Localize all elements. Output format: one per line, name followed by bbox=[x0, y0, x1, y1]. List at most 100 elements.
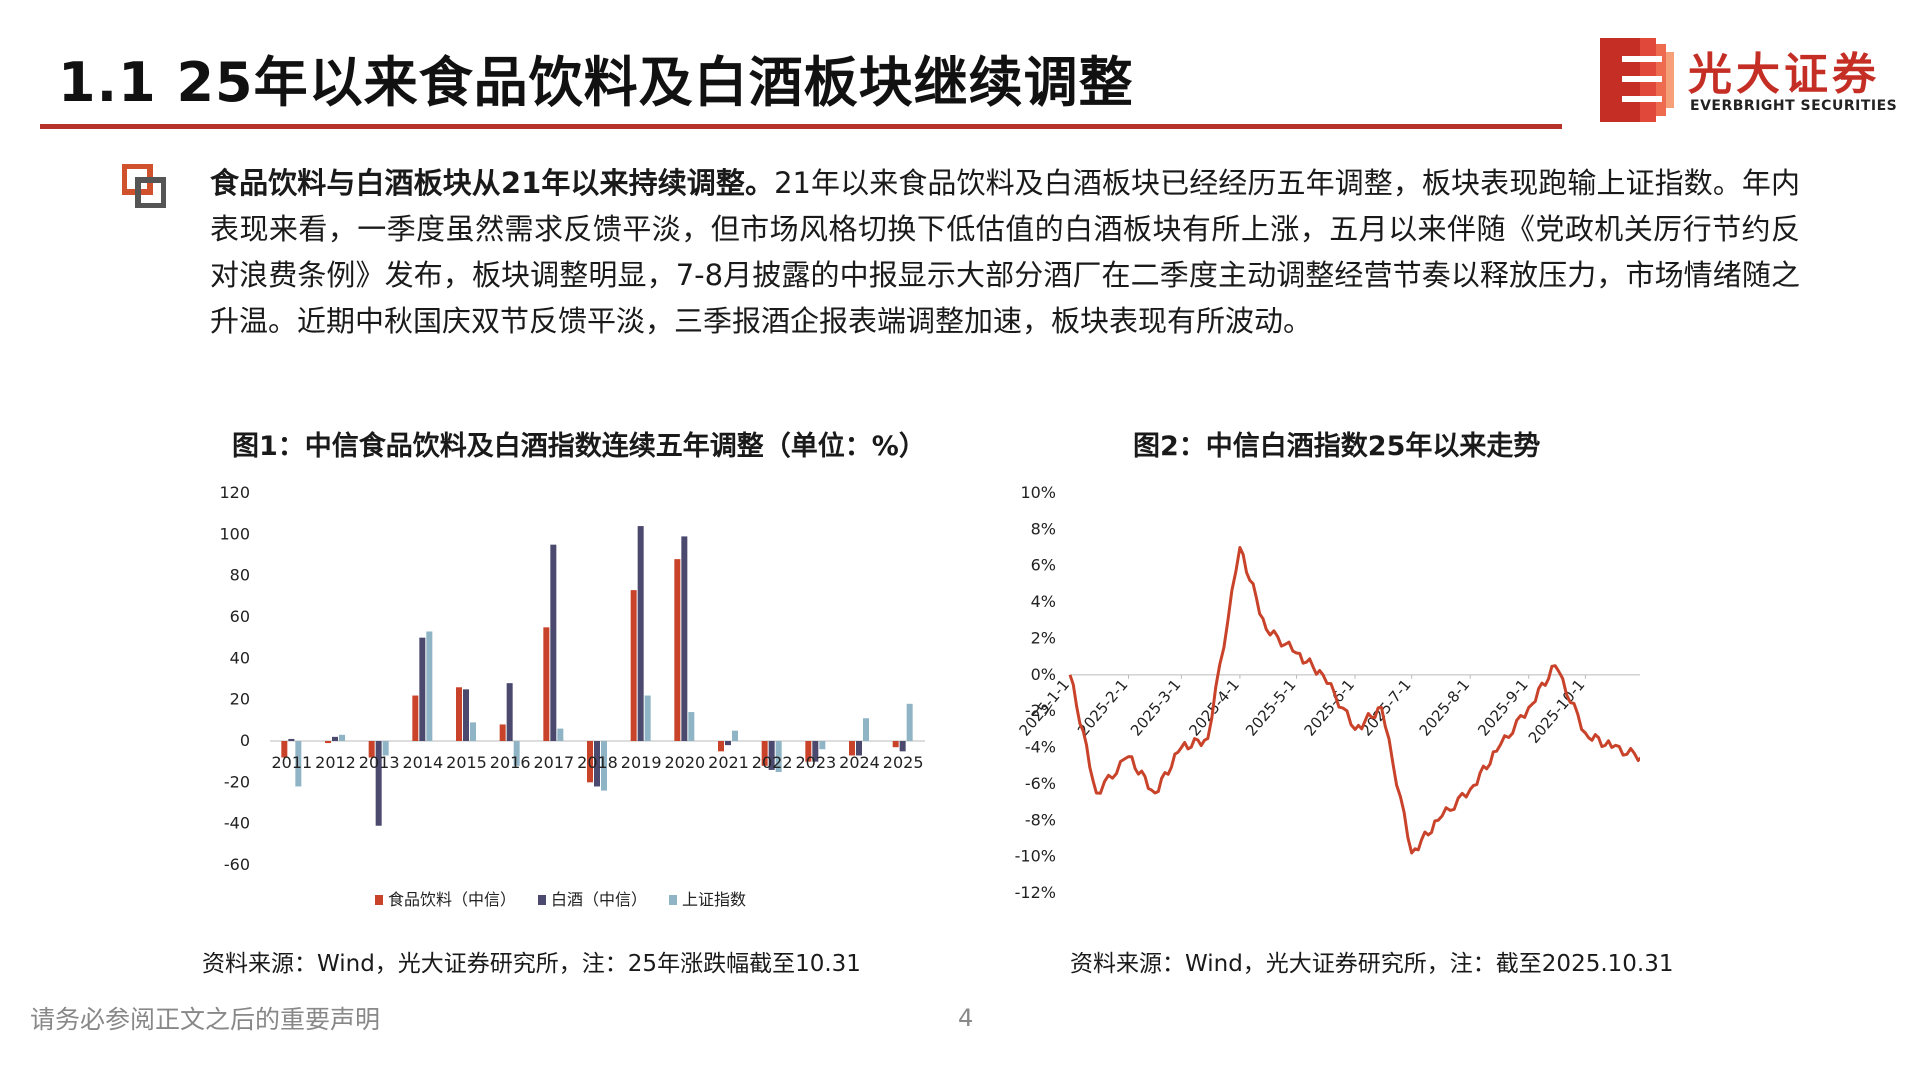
bar-2019-s1 bbox=[630, 590, 637, 741]
x-tick-label: 2025 bbox=[883, 753, 924, 772]
y-tick-label: -12% bbox=[1015, 883, 1056, 902]
y-tick-label: 6% bbox=[1031, 556, 1056, 575]
bar-2015-s2 bbox=[463, 689, 469, 741]
bar-2022-s3 bbox=[775, 741, 782, 772]
logo-name-en: EVERBRIGHT SECURITIES bbox=[1690, 98, 1898, 114]
page-number: 4 bbox=[958, 1004, 974, 1032]
bar-2025-s1 bbox=[892, 741, 899, 748]
bar-chart: 120 100 80 60 40 20 0 -20 -40 -60 2011 2012 2013 2014… bbox=[219, 483, 925, 909]
bar-2015-s1 bbox=[456, 687, 462, 741]
bar-2024-s3 bbox=[863, 718, 869, 741]
page-title: 1.1 25年以来食品饮料及白酒板块继续调整 bbox=[58, 51, 1134, 114]
bar-2011-s3 bbox=[295, 741, 302, 787]
legend-label: 食品饮料（中信） bbox=[388, 890, 516, 909]
bar-2014-s3 bbox=[426, 631, 433, 741]
x-tick-label: 2014 bbox=[402, 753, 443, 772]
bar-2016-s1 bbox=[499, 724, 506, 741]
x-tick-label: 2025-3-1 bbox=[1127, 676, 1185, 740]
y-tick-label: -8% bbox=[1025, 810, 1056, 829]
logo-mark-icon bbox=[1600, 38, 1674, 122]
y-tick-label: 0% bbox=[1031, 665, 1056, 684]
y-tick-label: -2% bbox=[1025, 701, 1056, 720]
x-tick-label: 2025-9-1 bbox=[1474, 676, 1532, 740]
figure2-caption: 图2：中信白酒指数25年以来走势 bbox=[1133, 431, 1541, 462]
body-text: 21年以来食品饮料及白酒板块已经经历五年调整，板块表现跑输上证指数。年内表现来看… bbox=[210, 166, 1801, 338]
title-divider bbox=[40, 124, 1562, 129]
y-tick-label: -10% bbox=[1015, 847, 1056, 866]
bar-2017-s2 bbox=[550, 544, 557, 741]
x-tick-label: 2025-5-1 bbox=[1242, 676, 1300, 740]
bar-2014-s1 bbox=[412, 695, 419, 741]
bar-2013-s3 bbox=[382, 741, 389, 756]
bar-2018-s2 bbox=[594, 741, 600, 787]
bar-2018-s3 bbox=[601, 741, 607, 791]
x-tick-label: 2011 bbox=[271, 753, 312, 772]
bar-2025-s2 bbox=[899, 741, 906, 752]
body-paragraph: 食品饮料与白酒板块从21年以来持续调整。21年以来食品饮料及白酒板块已经经历五年… bbox=[210, 160, 1800, 344]
y-tick-label: -20 bbox=[224, 772, 250, 791]
bar-2023-s3 bbox=[819, 741, 826, 750]
x-tick-label: 2025-10-1 bbox=[1525, 676, 1589, 747]
bar-2016-s2 bbox=[506, 683, 513, 741]
bar-2013-s1 bbox=[368, 741, 375, 758]
bar-2023-s1 bbox=[805, 741, 812, 762]
bar-2021-s3 bbox=[732, 730, 738, 741]
x-tick-label: 2018 bbox=[577, 753, 618, 772]
series-line bbox=[1068, 546, 1640, 855]
y-tick-label: -6% bbox=[1025, 774, 1056, 793]
y-tick-label: 120 bbox=[219, 483, 250, 502]
y-tick-label: 4% bbox=[1031, 592, 1056, 611]
x-tick-label: 2013 bbox=[359, 753, 400, 772]
company-logo: 光大证券 EVERBRIGHT SECURITIES bbox=[1598, 38, 1908, 122]
x-tick-label: 2019 bbox=[621, 753, 662, 772]
x-tick-label: 2025-8-1 bbox=[1416, 676, 1474, 740]
y-tick-label: -4% bbox=[1025, 738, 1056, 757]
x-tick-label: 2023 bbox=[795, 753, 836, 772]
bar-2024-s2 bbox=[856, 741, 862, 756]
bar-2022-s2 bbox=[768, 741, 775, 770]
bar-2021-s1 bbox=[718, 741, 724, 752]
x-tick-label: 2022 bbox=[752, 753, 793, 772]
y-tick-label: 60 bbox=[230, 607, 250, 626]
figure1-caption: 图1：中信食品饮料及白酒指数连续五年调整（单位：%） bbox=[232, 431, 926, 462]
legend-swatch bbox=[375, 895, 383, 905]
lead-sentence: 食品饮料与白酒板块从21年以来持续调整。 bbox=[210, 166, 775, 200]
bar-2019-s3 bbox=[644, 695, 651, 741]
y-tick-label: 8% bbox=[1031, 519, 1056, 538]
y-tick-label: 2% bbox=[1031, 628, 1056, 647]
y-tick-label: 0 bbox=[240, 731, 250, 750]
x-tick-label: 2015 bbox=[446, 753, 487, 772]
bar-2020-s1 bbox=[674, 559, 681, 741]
y-tick-label: 40 bbox=[230, 648, 250, 667]
x-tick-label: 2021 bbox=[708, 753, 749, 772]
bar-2017-s3 bbox=[557, 728, 564, 741]
x-tick-label: 2016 bbox=[490, 753, 531, 772]
line-chart: 10%8%6%4%2%0%-2%-4%-6%-8%-10%-12%2025-1-… bbox=[1015, 483, 1640, 902]
y-tick-label: 100 bbox=[219, 524, 250, 543]
bar-2018-s1 bbox=[587, 741, 593, 783]
y-tick-label: -60 bbox=[224, 855, 250, 874]
bar-2012-s2 bbox=[332, 736, 338, 741]
bar-2011-s1 bbox=[281, 741, 288, 758]
x-tick-label: 2024 bbox=[839, 753, 880, 772]
bar-2022-s1 bbox=[761, 741, 768, 766]
logo-name-cn: 光大证券 bbox=[1688, 49, 1880, 100]
y-tick-label: 20 bbox=[230, 690, 250, 709]
y-tick-label: -40 bbox=[224, 814, 250, 833]
legend-swatch bbox=[538, 895, 546, 905]
y-tick-label: 10% bbox=[1020, 483, 1056, 502]
figure2-source: 资料来源：Wind，光大证券研究所，注：截至2025.10.31 bbox=[1070, 951, 1674, 977]
legend-swatch bbox=[669, 895, 677, 905]
figure1-source: 资料来源：Wind，光大证券研究所，注：25年涨跌幅截至10.31 bbox=[202, 951, 861, 977]
bar-2020-s2 bbox=[681, 536, 688, 741]
x-tick-label: 2020 bbox=[664, 753, 705, 772]
bar-2025-s3 bbox=[906, 703, 913, 741]
bar-2012-s3 bbox=[339, 734, 345, 741]
y-tick-label: 80 bbox=[230, 566, 250, 585]
disclaimer-note: 请务必参阅正文之后的重要声明 bbox=[30, 1005, 381, 1034]
bar-2021-s2 bbox=[725, 741, 731, 746]
legend-label: 白酒（中信） bbox=[551, 890, 647, 909]
x-tick-label: 2012 bbox=[315, 753, 356, 772]
bar-2020-s3 bbox=[688, 712, 695, 741]
x-tick-label: 2025-6-1 bbox=[1301, 676, 1359, 740]
